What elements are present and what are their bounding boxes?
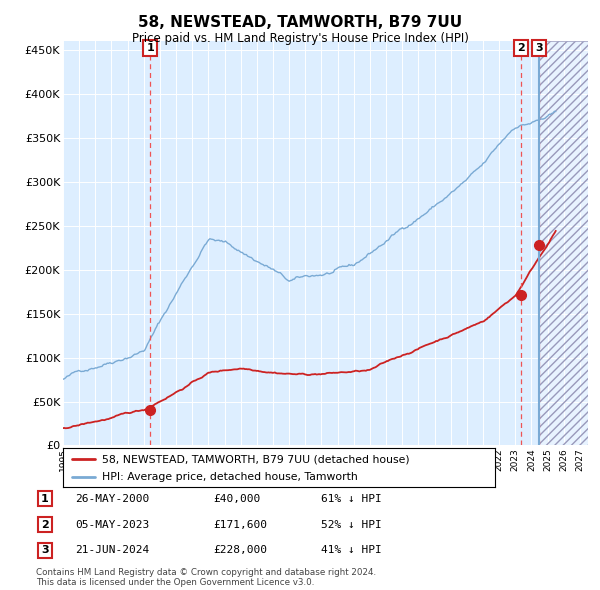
Text: Price paid vs. HM Land Registry's House Price Index (HPI): Price paid vs. HM Land Registry's House …	[131, 32, 469, 45]
Text: 05-MAY-2023: 05-MAY-2023	[75, 520, 149, 529]
Text: 52% ↓ HPI: 52% ↓ HPI	[321, 520, 382, 529]
Text: 26-MAY-2000: 26-MAY-2000	[75, 494, 149, 503]
Text: £228,000: £228,000	[213, 546, 267, 555]
Text: £40,000: £40,000	[213, 494, 260, 503]
Text: 2: 2	[517, 42, 525, 53]
Text: 41% ↓ HPI: 41% ↓ HPI	[321, 546, 382, 555]
Text: 58, NEWSTEAD, TAMWORTH, B79 7UU: 58, NEWSTEAD, TAMWORTH, B79 7UU	[138, 15, 462, 30]
Text: 58, NEWSTEAD, TAMWORTH, B79 7UU (detached house): 58, NEWSTEAD, TAMWORTH, B79 7UU (detache…	[102, 454, 410, 464]
Text: 21-JUN-2024: 21-JUN-2024	[75, 546, 149, 555]
Text: £171,600: £171,600	[213, 520, 267, 529]
Text: Contains HM Land Registry data © Crown copyright and database right 2024.
This d: Contains HM Land Registry data © Crown c…	[36, 568, 376, 587]
Text: 1: 1	[41, 494, 49, 503]
Text: 3: 3	[41, 546, 49, 555]
Text: HPI: Average price, detached house, Tamworth: HPI: Average price, detached house, Tamw…	[102, 472, 358, 482]
Bar	[539, 41, 588, 445]
Text: 3: 3	[535, 42, 543, 53]
Text: 2: 2	[41, 520, 49, 529]
Bar	[539, 41, 588, 445]
Text: 1: 1	[146, 42, 154, 53]
Text: 61% ↓ HPI: 61% ↓ HPI	[321, 494, 382, 503]
